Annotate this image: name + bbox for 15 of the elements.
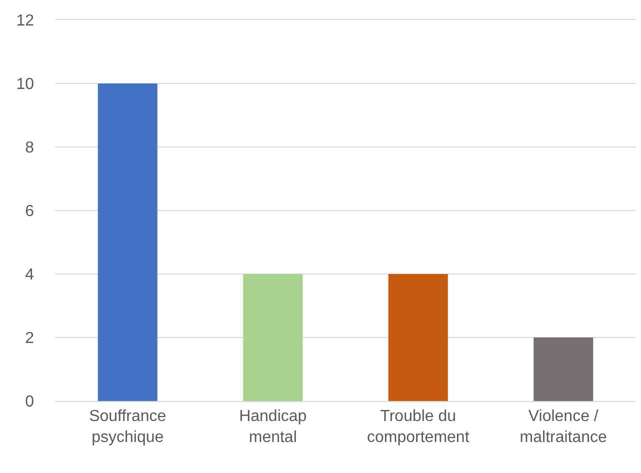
bar	[98, 84, 158, 401]
y-tick-label: 10	[16, 76, 34, 94]
x-tick-label: Handicap mental	[239, 408, 307, 446]
y-tick-label: 4	[25, 266, 34, 284]
y-tick-label: 2	[25, 330, 34, 348]
bar	[534, 338, 594, 401]
y-tick-label: 0	[25, 394, 34, 411]
x-tick-label: Souffrance psychique	[89, 408, 166, 446]
x-tick-label: Violence / maltraitance	[520, 408, 608, 446]
bar	[243, 274, 303, 401]
y-tick-label: 6	[25, 203, 34, 220]
x-tick-label: Trouble du comportement	[366, 408, 470, 446]
bar	[388, 274, 448, 401]
y-tick-label: 12	[16, 12, 34, 30]
y-tick-label: 8	[25, 140, 34, 157]
